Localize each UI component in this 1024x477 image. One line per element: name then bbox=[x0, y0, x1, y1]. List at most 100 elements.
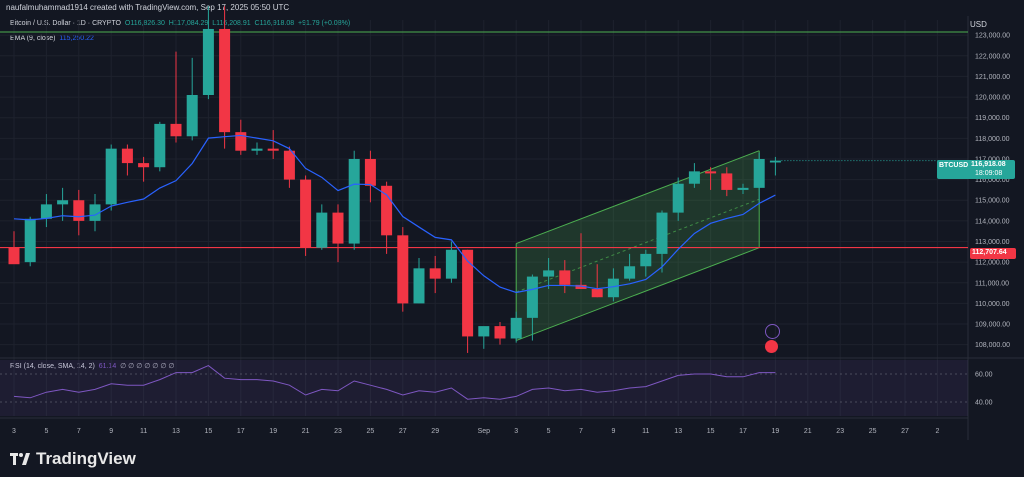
time-tick-label: 25 bbox=[367, 428, 375, 435]
price-tick-label: 117,000.00 bbox=[975, 156, 1010, 163]
candle-body[interactable] bbox=[510, 317, 522, 339]
time-tick-label: 23 bbox=[334, 428, 342, 435]
time-tick-label: Sep bbox=[478, 428, 491, 435]
candle-body[interactable] bbox=[543, 270, 555, 277]
candle-body[interactable] bbox=[300, 179, 312, 248]
ema-line[interactable] bbox=[13, 134, 776, 294]
event-flag-icon[interactable] bbox=[765, 340, 778, 353]
candle-body[interactable] bbox=[138, 163, 150, 168]
candle-body[interactable] bbox=[705, 171, 717, 174]
candle-body[interactable] bbox=[170, 123, 182, 137]
time-tick-label: 13 bbox=[172, 428, 180, 435]
price-tick-label: 111,000.00 bbox=[975, 280, 1009, 287]
candle-body[interactable] bbox=[332, 212, 344, 244]
candle-body[interactable] bbox=[753, 158, 765, 188]
candle-body[interactable] bbox=[348, 158, 360, 244]
channel-lower-line[interactable] bbox=[516, 247, 760, 342]
candle-body[interactable] bbox=[591, 288, 603, 298]
candle-body[interactable] bbox=[607, 278, 619, 298]
rsi-null-values: ∅ ∅ ∅ ∅ ∅ ∅ ∅ bbox=[120, 363, 174, 370]
time-tick-label: 27 bbox=[399, 428, 407, 435]
symbol-label[interactable]: Bitcoin / U.S. Dollar · 1D · CRYPTO bbox=[10, 20, 121, 27]
change-value: +91.79 (+0.08%) bbox=[298, 20, 351, 27]
rsi-line[interactable] bbox=[13, 365, 776, 400]
candle-body[interactable] bbox=[40, 204, 52, 219]
high-value: H117,084.29 bbox=[168, 20, 209, 27]
price-tick-label: 115,000.00 bbox=[975, 198, 1010, 205]
time-tick-label: 9 bbox=[611, 428, 615, 435]
ticker-price: 116,918.08 bbox=[971, 161, 1006, 168]
currency-label[interactable]: USD bbox=[970, 20, 987, 29]
candle-body[interactable] bbox=[316, 212, 328, 248]
rsi-tick-label: 60.00 bbox=[975, 372, 993, 379]
channel-midline bbox=[516, 198, 760, 293]
candle-body[interactable] bbox=[202, 28, 214, 95]
ema-label[interactable]: EMA (9, close) bbox=[10, 35, 56, 42]
channel-upper-line[interactable] bbox=[516, 150, 760, 245]
candle-body[interactable] bbox=[688, 171, 700, 184]
candle-body[interactable] bbox=[478, 326, 490, 337]
rsi-band-fill bbox=[0, 360, 968, 416]
time-tick-label: 27 bbox=[901, 428, 909, 435]
time-tick-label: 15 bbox=[707, 428, 715, 435]
candle-body[interactable] bbox=[656, 212, 668, 254]
candle-body[interactable] bbox=[769, 160, 781, 163]
candle-body[interactable] bbox=[57, 200, 69, 205]
price-tick-label: 113,000.00 bbox=[975, 239, 1010, 246]
candle-body[interactable] bbox=[24, 218, 36, 263]
ohlc-legend[interactable]: Bitcoin / U.S. Dollar · 1D · CRYPTO O116… bbox=[10, 20, 350, 27]
candle-body[interactable] bbox=[8, 247, 20, 265]
alert-icon[interactable] bbox=[765, 324, 780, 339]
horizontal-line-label: 112,707.64 bbox=[972, 249, 1007, 256]
candle-body[interactable] bbox=[640, 253, 652, 267]
candle-body[interactable] bbox=[559, 270, 571, 285]
candle-body[interactable] bbox=[397, 235, 409, 304]
candle-body[interactable] bbox=[121, 148, 133, 164]
candle-body[interactable] bbox=[721, 173, 733, 190]
candle-body[interactable] bbox=[364, 158, 376, 186]
candle-body[interactable] bbox=[73, 200, 85, 221]
candle-body[interactable] bbox=[429, 268, 441, 279]
time-tick-label: 23 bbox=[836, 428, 844, 435]
candle-body[interactable] bbox=[267, 148, 279, 151]
candle-body[interactable] bbox=[494, 326, 506, 339]
candle-body[interactable] bbox=[575, 284, 587, 289]
price-tick-label: 121,000.00 bbox=[975, 74, 1010, 81]
candle-body[interactable] bbox=[235, 132, 247, 151]
price-tick-label: 109,000.00 bbox=[975, 322, 1010, 329]
author-line: naufalmuhammad1914 created with TradingV… bbox=[6, 3, 290, 12]
time-tick-label: 3 bbox=[514, 428, 518, 435]
parallel-channel-fill bbox=[516, 150, 760, 341]
candle-body[interactable] bbox=[624, 266, 636, 279]
price-tick-label: 112,000.00 bbox=[975, 260, 1010, 267]
rsi-legend[interactable]: RSI (14, close, SMA, 14, 2) 61.14 ∅ ∅ ∅ … bbox=[10, 362, 174, 370]
rsi-tick-label: 40.00 bbox=[975, 400, 993, 407]
candle-body[interactable] bbox=[186, 95, 198, 137]
candle-body[interactable] bbox=[219, 28, 231, 133]
price-tick-label: 114,000.00 bbox=[975, 218, 1010, 225]
candle-body[interactable] bbox=[462, 249, 474, 337]
ema-legend[interactable]: EMA (9, close) 115,250.22 bbox=[10, 35, 94, 42]
candle-body[interactable] bbox=[737, 187, 749, 190]
candle-body[interactable] bbox=[672, 183, 684, 213]
time-tick-label: 15 bbox=[205, 428, 213, 435]
last-price-badge bbox=[937, 160, 1015, 179]
candle-body[interactable] bbox=[526, 276, 538, 318]
candle-body[interactable] bbox=[105, 148, 117, 205]
ema-value: 115,250.22 bbox=[59, 35, 94, 42]
time-tick-label: 5 bbox=[547, 428, 551, 435]
candle-body[interactable] bbox=[413, 268, 425, 304]
candle-body[interactable] bbox=[154, 123, 166, 168]
time-tick-label: 13 bbox=[674, 428, 682, 435]
price-tick-label: 119,000.00 bbox=[975, 115, 1010, 122]
candle-body[interactable] bbox=[283, 150, 295, 180]
rsi-label[interactable]: RSI (14, close, SMA, 14, 2) bbox=[10, 363, 95, 370]
candle-body[interactable] bbox=[251, 148, 263, 151]
time-tick-label: 19 bbox=[772, 428, 780, 435]
candle-body[interactable] bbox=[381, 185, 393, 236]
candle-body[interactable] bbox=[445, 249, 457, 279]
time-tick-label: 25 bbox=[869, 428, 877, 435]
price-chart[interactable]: 108,000.00 109,000.00 110,000.00 111,000.00… bbox=[0, 0, 1024, 440]
horizontal-line-badge bbox=[970, 248, 1016, 259]
candle-body[interactable] bbox=[89, 204, 101, 221]
